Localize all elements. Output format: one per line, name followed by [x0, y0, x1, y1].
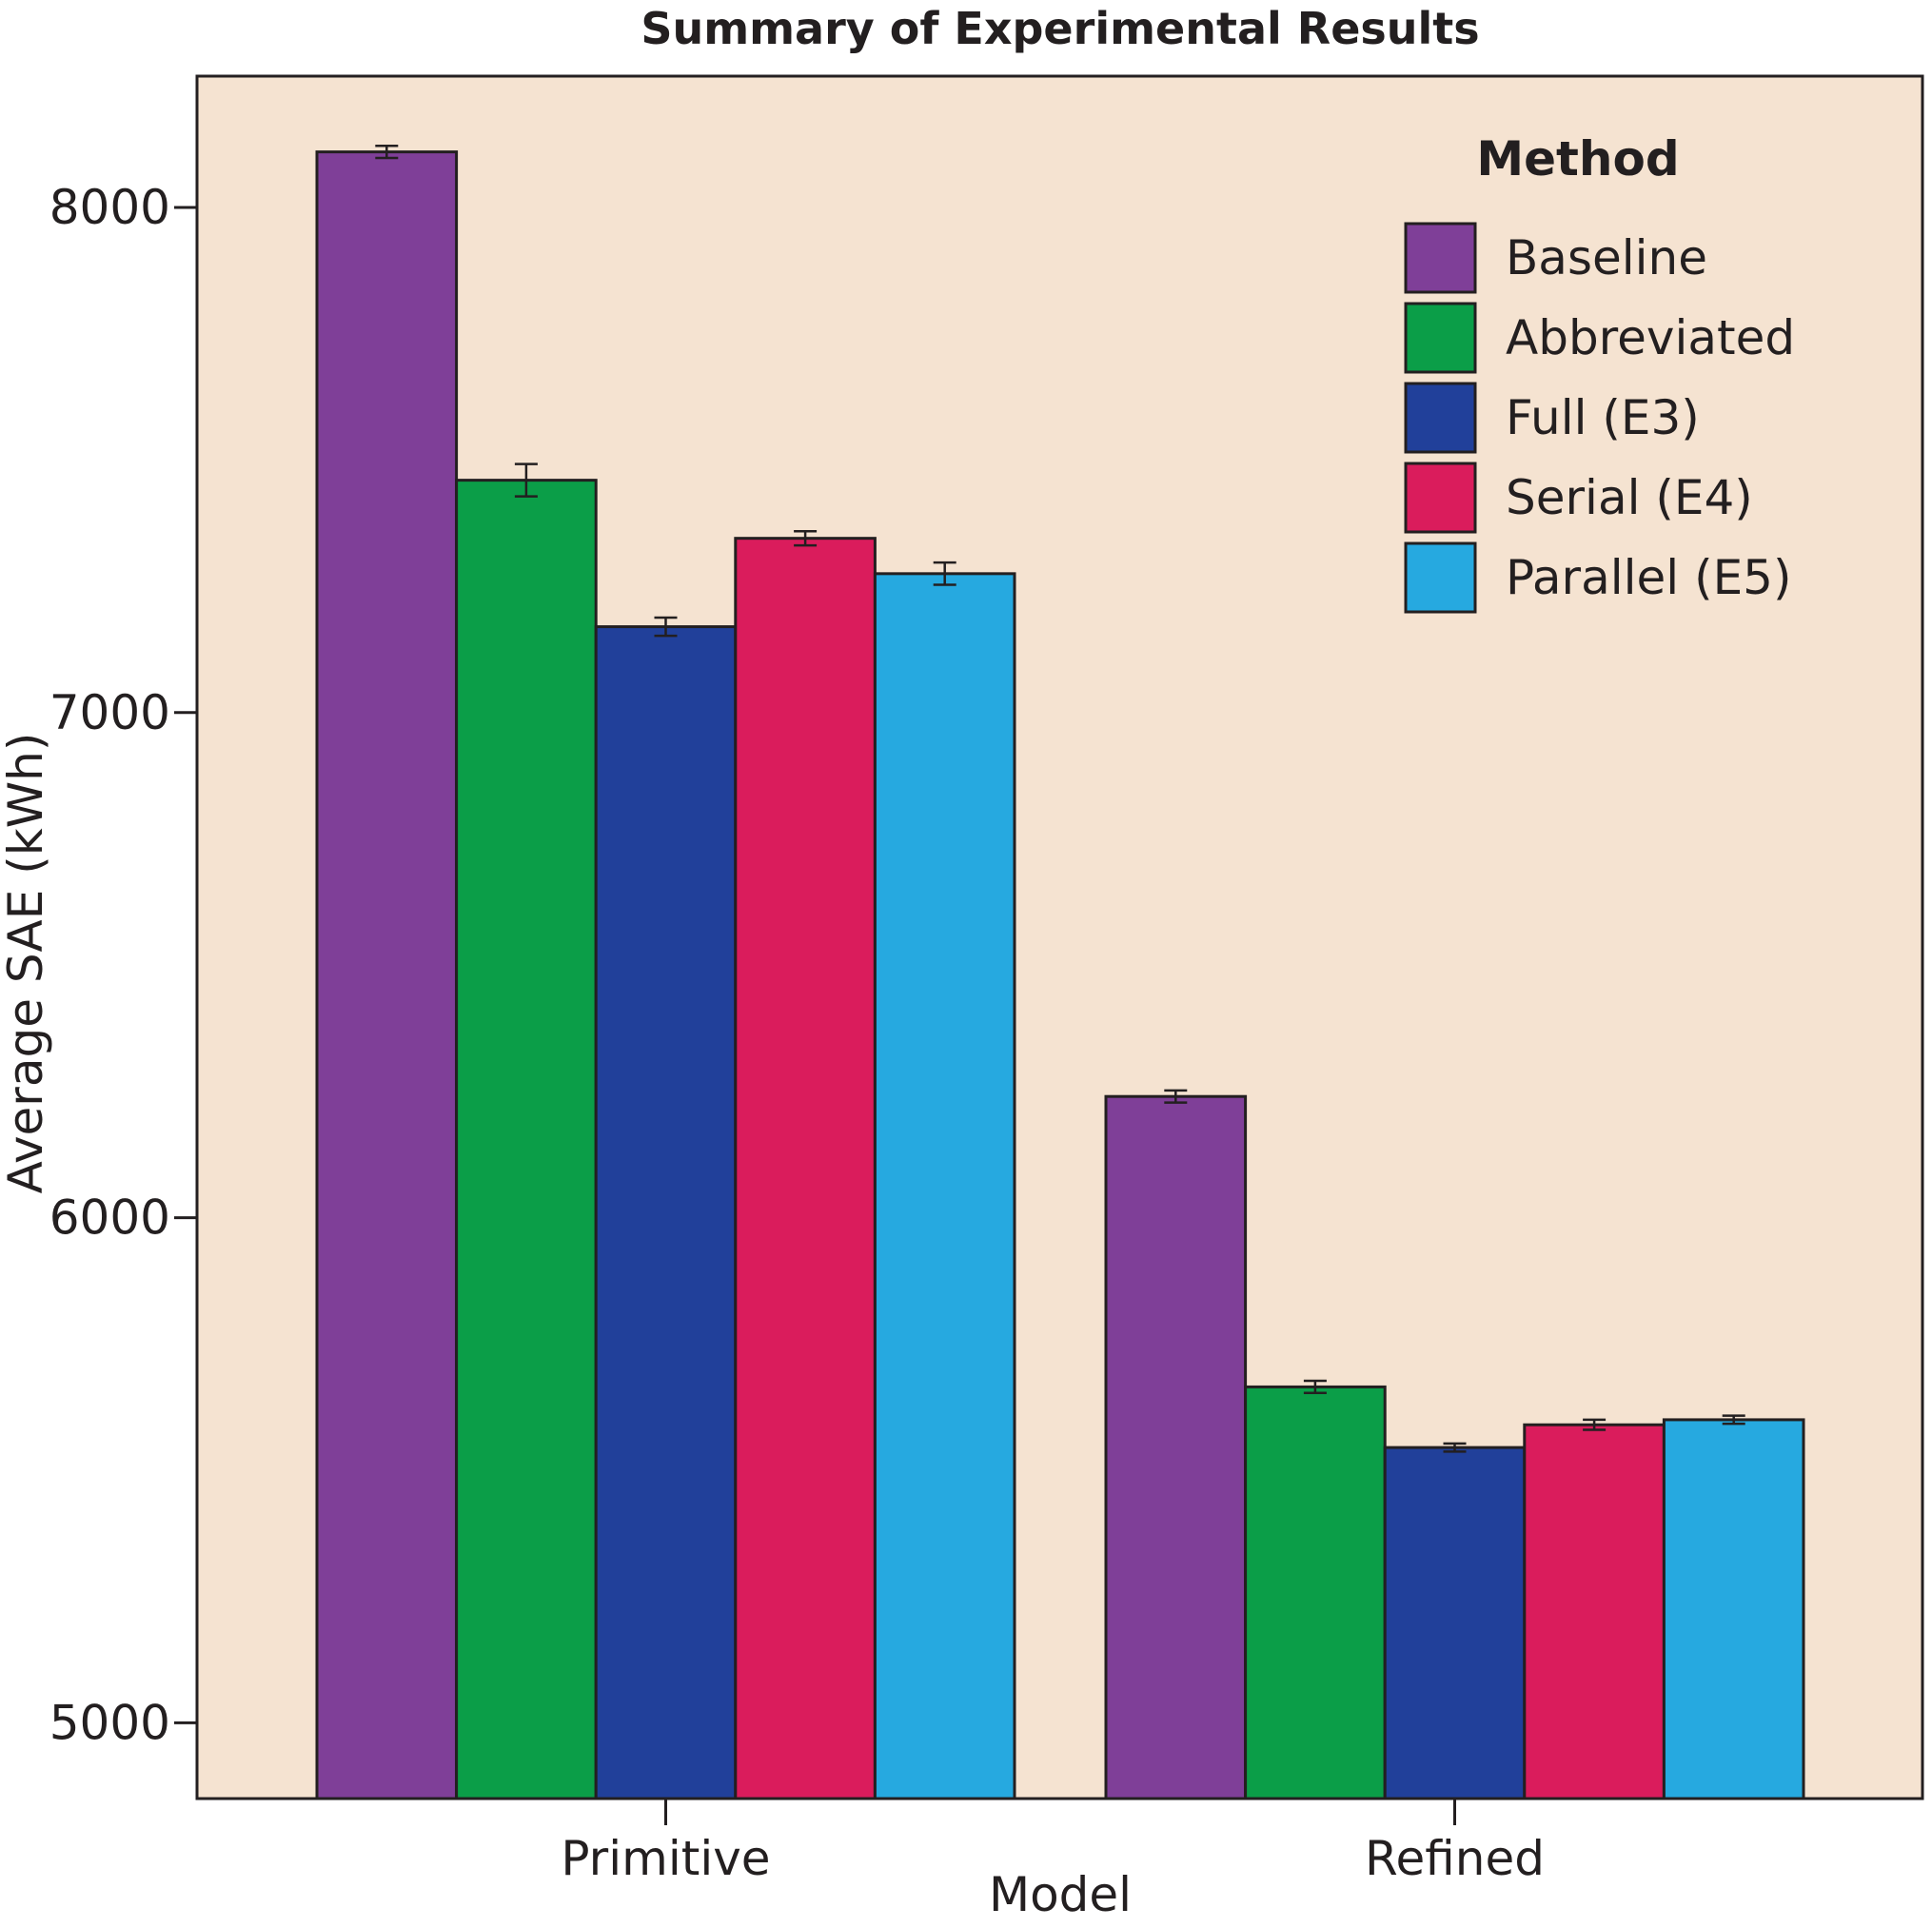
bar-primitive-baseline [315, 150, 459, 1800]
legend-label-parallel-e5: Parallel (E5) [1506, 550, 1792, 605]
bar-primitive-full-e3 [594, 625, 738, 1800]
error-bar [1303, 1379, 1327, 1395]
legend-swatch-serial-e4 [1404, 462, 1477, 534]
bar-refined-baseline [1104, 1094, 1248, 1800]
legend-swatch-parallel-e5 [1404, 541, 1477, 614]
bar-refined-full-e3 [1383, 1446, 1527, 1800]
error-bar [794, 529, 818, 547]
legend-swatch-full-e3 [1404, 382, 1477, 454]
bars-layer [315, 150, 1805, 1800]
bar-refined-serial-e4 [1523, 1423, 1666, 1800]
error-bar [1164, 1089, 1188, 1104]
legend-swatch-abbreviated [1404, 302, 1477, 374]
bar-primitive-abbreviated [455, 479, 598, 1800]
bar-primitive-parallel-e5 [873, 572, 1016, 1800]
y-axis: 5000 6000 7000 8000 [49, 180, 197, 1750]
error-bar [375, 144, 399, 160]
x-tick-label-refined: Refined [1365, 1831, 1545, 1886]
x-axis: Primitive Refined [561, 1799, 1545, 1886]
legend-label-baseline: Baseline [1506, 230, 1707, 285]
x-axis-title: Model [989, 1867, 1132, 1922]
error-bars-layer [375, 144, 1745, 1453]
error-bar [933, 561, 956, 586]
chart-title: Summary of Experimental Results [641, 3, 1479, 54]
error-bar [1443, 1442, 1467, 1453]
y-tick-label: 6000 [49, 1190, 170, 1246]
legend-title: Method [1476, 131, 1679, 187]
legend-label-abbreviated: Abbreviated [1506, 310, 1795, 365]
bar-refined-parallel-e5 [1662, 1418, 1805, 1800]
error-bar [514, 462, 538, 498]
legend-label-serial-e4: Serial (E4) [1506, 470, 1753, 525]
legend-label-full-e3: Full (E3) [1506, 390, 1700, 445]
error-bar [1583, 1418, 1607, 1431]
y-axis-title: Average SAE (kWh) [0, 733, 53, 1194]
bar-primitive-serial-e4 [734, 537, 877, 1800]
y-tick-label: 7000 [49, 685, 170, 740]
legend-swatch-baseline [1404, 222, 1477, 294]
x-tick-label-primitive: Primitive [561, 1831, 770, 1886]
y-tick-label: 5000 [49, 1695, 170, 1750]
error-bar [1722, 1414, 1745, 1426]
plot-frame [195, 74, 1924, 1800]
error-bar [654, 616, 678, 638]
legend: Method Baseline Abbreviated Full (E3) Seria… [1404, 131, 1795, 614]
y-tick-label: 8000 [49, 180, 170, 235]
bar-refined-abbreviated [1244, 1385, 1387, 1800]
